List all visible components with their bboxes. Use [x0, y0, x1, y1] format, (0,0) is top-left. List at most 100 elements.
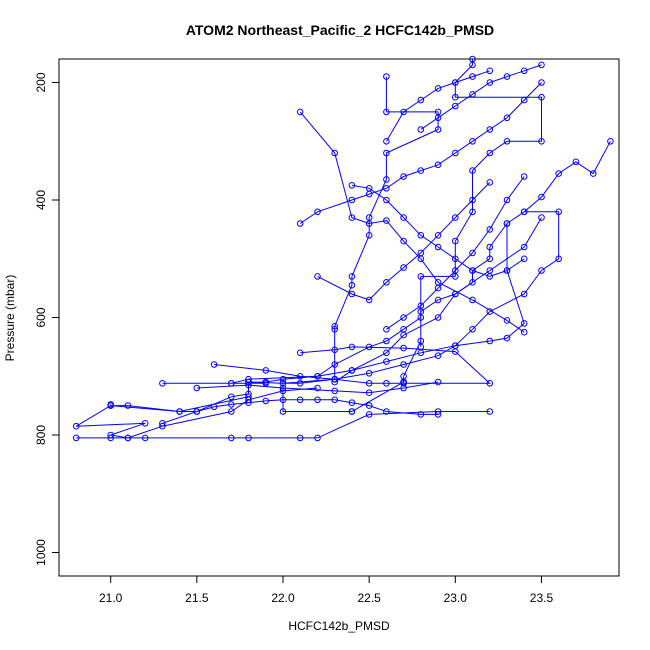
data-point [383, 73, 390, 80]
data-point [452, 290, 459, 298]
data-point [520, 173, 528, 180]
x-tick-label: 23.5 [530, 591, 554, 605]
data-point [141, 434, 149, 442]
data-point [210, 403, 218, 411]
data-point [314, 434, 321, 442]
data-point [538, 93, 545, 101]
data-point [417, 314, 425, 321]
data-point [417, 302, 425, 310]
data-point [400, 314, 407, 321]
data-point [348, 343, 356, 351]
data-point [589, 170, 597, 177]
data-point [452, 342, 459, 350]
data-point [469, 196, 476, 204]
data-point [365, 296, 373, 304]
data-point [503, 196, 511, 204]
data-point [383, 349, 390, 357]
data-point [124, 402, 132, 409]
data-point [331, 361, 339, 368]
data-point [296, 373, 304, 380]
data-point [400, 361, 407, 368]
data-point [486, 408, 494, 415]
data-point [520, 328, 528, 336]
data-point [262, 367, 270, 374]
data-point [520, 255, 528, 263]
data-point [417, 167, 425, 174]
data-point [279, 396, 287, 404]
data-point [469, 91, 476, 98]
data-point [434, 411, 442, 418]
data-point [296, 380, 304, 387]
series-line [110, 141, 611, 412]
data-point [469, 167, 476, 174]
data-point [365, 220, 373, 227]
data-point [555, 255, 563, 263]
data-point [365, 343, 373, 351]
data-point [210, 361, 218, 368]
data-point [383, 337, 390, 345]
data-point [262, 397, 270, 405]
data-point [331, 387, 339, 395]
data-point [503, 317, 511, 324]
y-axis: 200 400 600 800 1000 [34, 72, 60, 566]
y-tick-label: 1000 [34, 539, 48, 566]
x-axis: 21.0 21.5 22.0 22.5 23.0 23.5 [99, 575, 554, 605]
x-tick-label: 23.0 [444, 591, 468, 605]
data-point [555, 170, 563, 177]
data-point [503, 220, 511, 227]
data-point [331, 346, 339, 354]
data-point [520, 67, 528, 75]
data-point [503, 114, 511, 122]
data-point [434, 161, 442, 169]
data-point [228, 401, 235, 408]
data-point [503, 334, 511, 342]
plot-lines [75, 59, 611, 439]
data-point [538, 267, 545, 274]
data-point [348, 399, 356, 407]
series-line [231, 346, 492, 384]
data-point [279, 384, 287, 392]
data-point [400, 344, 407, 352]
data-point [314, 273, 321, 280]
data-point [538, 193, 545, 201]
data-point [486, 149, 494, 157]
data-point [434, 352, 442, 360]
data-point [279, 387, 287, 395]
data-point [538, 138, 545, 145]
data-point [245, 399, 252, 407]
x-tick-label: 22.0 [271, 591, 295, 605]
data-point [348, 182, 356, 189]
x-tick-label: 22.5 [357, 591, 381, 605]
chart-title: ATOM2 Northeast_Pacific_2 HCFC142b_PMSD [186, 22, 494, 38]
data-point [503, 73, 511, 80]
data-point [348, 290, 356, 298]
series-line [214, 223, 525, 380]
data-point [331, 378, 339, 386]
data-point [159, 422, 166, 430]
series-line [386, 176, 525, 330]
data-point [262, 380, 270, 387]
data-point [538, 79, 545, 86]
data-point [296, 434, 304, 442]
series-line [162, 399, 439, 424]
data-point [296, 108, 304, 116]
data-point [538, 214, 545, 221]
data-point [434, 314, 442, 321]
data-point [417, 411, 425, 418]
data-point [452, 102, 459, 110]
data-point [383, 108, 390, 116]
data-point [348, 214, 356, 221]
data-point [434, 232, 442, 239]
data-point [124, 434, 132, 442]
data-point [469, 279, 476, 286]
data-point [434, 378, 442, 386]
data-point [400, 380, 407, 387]
data-point [383, 176, 390, 183]
data-point [383, 380, 390, 387]
data-point [383, 149, 390, 157]
data-point [486, 267, 494, 274]
data-point [383, 408, 390, 415]
data-point [486, 243, 494, 251]
data-point [400, 264, 407, 271]
